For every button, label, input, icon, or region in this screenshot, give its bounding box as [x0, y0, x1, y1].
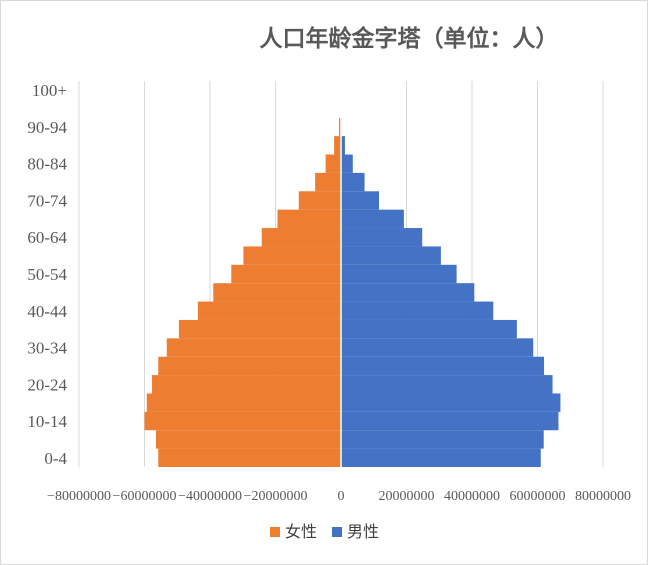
x-tick-label: −40000000	[178, 489, 242, 504]
y-tick-label: 90-94	[27, 118, 67, 137]
y-tick-label: 20-24	[27, 375, 67, 394]
female-bar-45-49	[213, 283, 341, 302]
female-bar-85-89	[334, 136, 341, 155]
male-bar-45-49	[341, 283, 475, 302]
x-tick-label: −80000000	[47, 489, 111, 504]
male-bar-40-44	[341, 301, 494, 320]
female-bar-90-94	[339, 117, 341, 137]
male-bar-25-29	[341, 356, 545, 376]
female-bar-20-24	[152, 375, 341, 394]
male-bar-30-34	[341, 338, 534, 357]
female-bar-30-34	[166, 338, 341, 357]
legend: 女性 男性	[270, 522, 379, 541]
male-bar-5-9	[341, 430, 544, 449]
female-bar-60-64	[261, 228, 341, 247]
male-bar-85-89	[341, 136, 345, 155]
male-bar-75-79	[341, 172, 365, 192]
x-tick-label: 0	[338, 489, 345, 504]
male-bar-70-74	[341, 191, 379, 210]
female-bar-75-79	[315, 172, 341, 192]
x-tick-label: 80000000	[575, 489, 631, 504]
y-tick-label: 70-74	[27, 191, 67, 210]
x-tick-label: 20000000	[379, 489, 435, 504]
female-bar-5-9	[155, 430, 341, 449]
female-bar-70-74	[298, 191, 341, 210]
male-bar-35-39	[341, 319, 517, 339]
female-bar-65-69	[277, 209, 341, 229]
legend-swatch-female	[270, 527, 280, 537]
male-bar-55-59	[341, 246, 441, 265]
legend-swatch-male	[332, 527, 342, 537]
female-bar-35-39	[178, 319, 341, 339]
x-tick-label: −60000000	[113, 489, 177, 504]
y-tick-label: 10-14	[27, 412, 67, 431]
y-tick-label: 40-44	[27, 302, 67, 321]
male-bar-10-14	[341, 411, 559, 431]
legend-label-female: 女性	[285, 522, 317, 541]
male-bar-0-4	[341, 448, 541, 467]
female-bar-40-44	[197, 301, 341, 320]
male-bar-20-24	[341, 375, 553, 394]
y-tick-label: 0-4	[44, 449, 67, 468]
male-bar-15-19	[341, 393, 561, 412]
x-tick-label: −20000000	[244, 489, 308, 504]
x-tick-label: 60000000	[510, 489, 566, 504]
male-bar-60-64	[341, 228, 423, 247]
x-tick-label: 40000000	[444, 489, 500, 504]
male-bar-50-54	[341, 264, 457, 284]
female-bar-15-19	[146, 393, 341, 412]
female-bar-25-29	[158, 356, 341, 376]
bars	[144, 81, 561, 467]
female-bar-55-59	[243, 246, 341, 265]
female-bar-50-54	[231, 264, 341, 284]
female-bar-0-4	[158, 448, 341, 467]
legend-label-male: 男性	[347, 522, 379, 541]
y-tick-label: 100+	[32, 81, 67, 100]
y-tick-label: 60-64	[27, 228, 67, 247]
chart-title: 人口年龄金字塔（单位：人）	[260, 25, 559, 52]
y-tick-label: 50-54	[27, 265, 67, 284]
y-tick-label: 30-34	[27, 339, 67, 358]
male-bar-65-69	[341, 209, 404, 229]
axes: −80000000 −60000000 −40000000 −20000000 0 200…	[27, 81, 631, 504]
y-tick-label: 80-84	[27, 155, 67, 174]
male-bar-80-84	[341, 154, 353, 173]
female-bar-80-84	[325, 154, 341, 173]
female-bar-10-14	[144, 411, 341, 431]
